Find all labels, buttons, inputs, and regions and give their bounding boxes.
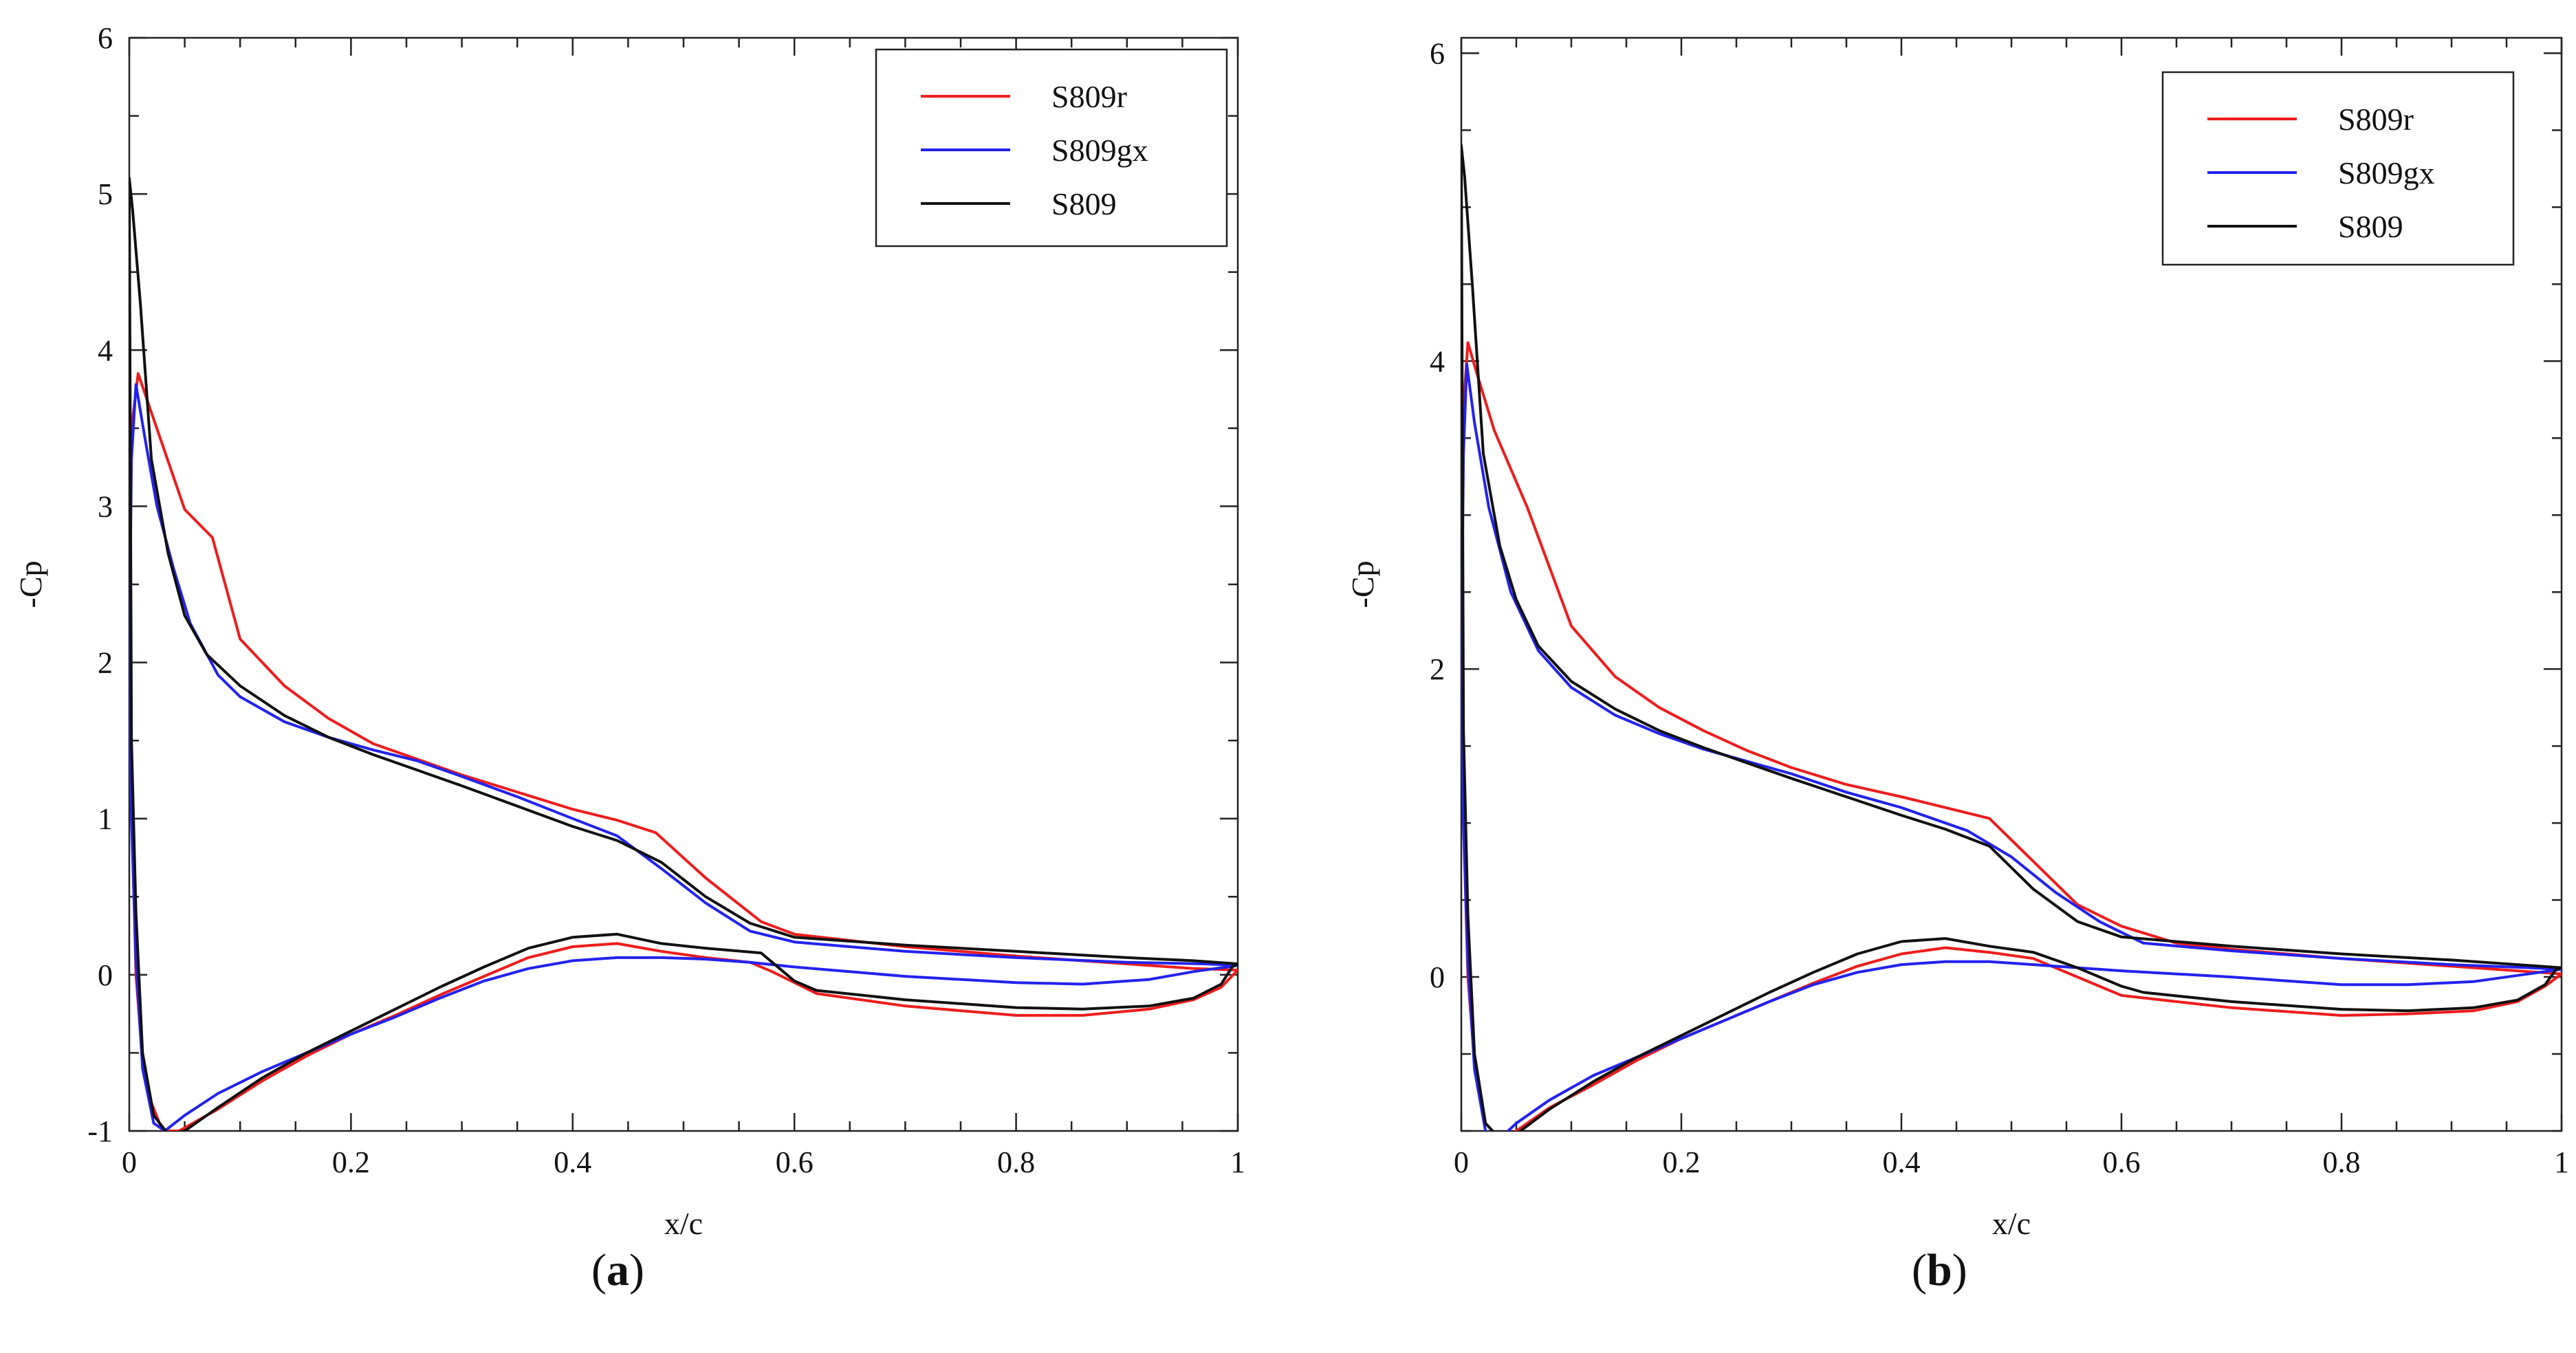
legend-label-s809-a: S809	[1051, 186, 1117, 221]
x-tick-label-a: 1	[1230, 1145, 1245, 1179]
series-line-s809r-lower-b	[1461, 514, 2562, 1131]
y-tick-label-a: 5	[98, 177, 113, 211]
chart-a: 0 0.2 0.4 0.6 0.8 1 -1 0 1 2 3 4 5 6 x/c -Cp S809r S809gx…	[13, 21, 1245, 1241]
x-tick-label-b: 1	[2554, 1145, 2569, 1179]
series-group-a	[129, 177, 1238, 1131]
series-line-s809gx-upper-a	[129, 383, 1238, 967]
series-line-s809-lower-a	[129, 177, 1238, 1131]
y-tick-label-a: 4	[98, 333, 113, 367]
chart-b: 0 0.2 0.4 0.6 0.8 1 0 2 4 6 x/c -Cp S809r S809gx S809	[1345, 36, 2569, 1241]
y-tick-label-a: 3	[98, 490, 113, 523]
x-tick-label-b: 0	[1454, 1145, 1469, 1179]
caption-a: (a)	[591, 1244, 644, 1297]
x-tick-label-b: 0.4	[1883, 1145, 1921, 1179]
series-line-s809r-upper-b	[1461, 341, 2562, 976]
x-tick-label-a: 0.4	[554, 1145, 591, 1179]
x-tick-label-b: 0.6	[2103, 1145, 2141, 1179]
y-tick-label-a: 2	[98, 646, 113, 680]
y-tick-label-b: 2	[1430, 652, 1445, 686]
y-tick-label-b: 0	[1430, 960, 1445, 994]
caption-b-close: )	[1952, 1245, 1967, 1295]
y-tick-label-b: 6	[1430, 36, 1445, 70]
legend-b: S809r S809gx S809	[2161, 71, 2515, 266]
series-group-b	[1461, 144, 2562, 1131]
legend-label-s809gx-b: S809gx	[2338, 155, 2435, 190]
x-tick-label-b: 0.2	[1663, 1145, 1701, 1179]
caption-b: (b)	[1912, 1244, 1967, 1297]
series-line-s809r-upper-a	[129, 372, 1238, 971]
x-tick-label-a: 0	[122, 1145, 137, 1179]
caption-a-letter: a	[606, 1245, 629, 1295]
y-tick-label-a: 6	[98, 21, 113, 55]
y-tick-label-a: 1	[98, 802, 113, 836]
series-line-s809-upper-a	[129, 177, 1238, 965]
y-tick-label-a: 0	[98, 958, 113, 992]
x-axis-label-a: x/c	[664, 1206, 703, 1241]
series-line-s809gx-lower-b	[1461, 668, 2562, 1131]
caption-a-close: )	[629, 1245, 644, 1295]
legend-box-a	[875, 48, 1228, 248]
y-tick-label-b: 4	[1430, 344, 1445, 378]
caption-a-open: (	[591, 1245, 607, 1295]
legend-label-s809-b: S809	[2338, 209, 2403, 244]
x-tick-label-a: 0.2	[332, 1145, 370, 1179]
y-axis-label-b: -Cp	[1345, 561, 1380, 608]
x-axis-label-b: x/c	[1992, 1206, 2031, 1241]
caption-b-letter: b	[1926, 1245, 1952, 1295]
legend-a: S809r S809gx S809	[875, 48, 1228, 248]
y-tick-label-a: -1	[87, 1114, 113, 1148]
legend-box-b	[2161, 71, 2515, 266]
series-line-s809gx-upper-b	[1461, 362, 2562, 971]
x-tick-label-b: 0.8	[2323, 1145, 2361, 1179]
x-tick-label-a: 0.8	[997, 1145, 1035, 1179]
y-axis-label-a: -Cp	[13, 561, 48, 608]
legend-label-s809r-a: S809r	[1051, 79, 1127, 114]
series-line-s809r-lower-a	[129, 551, 1238, 1131]
series-line-s809-upper-b	[1461, 144, 2562, 969]
series-line-s809-lower-b	[1461, 144, 2562, 1131]
legend-label-s809gx-a: S809gx	[1051, 133, 1148, 168]
caption-b-open: (	[1912, 1245, 1927, 1295]
series-line-s809gx-lower-a	[129, 661, 1238, 1131]
x-tick-label-a: 0.6	[776, 1145, 814, 1179]
legend-label-s809r-b: S809r	[2338, 102, 2414, 137]
